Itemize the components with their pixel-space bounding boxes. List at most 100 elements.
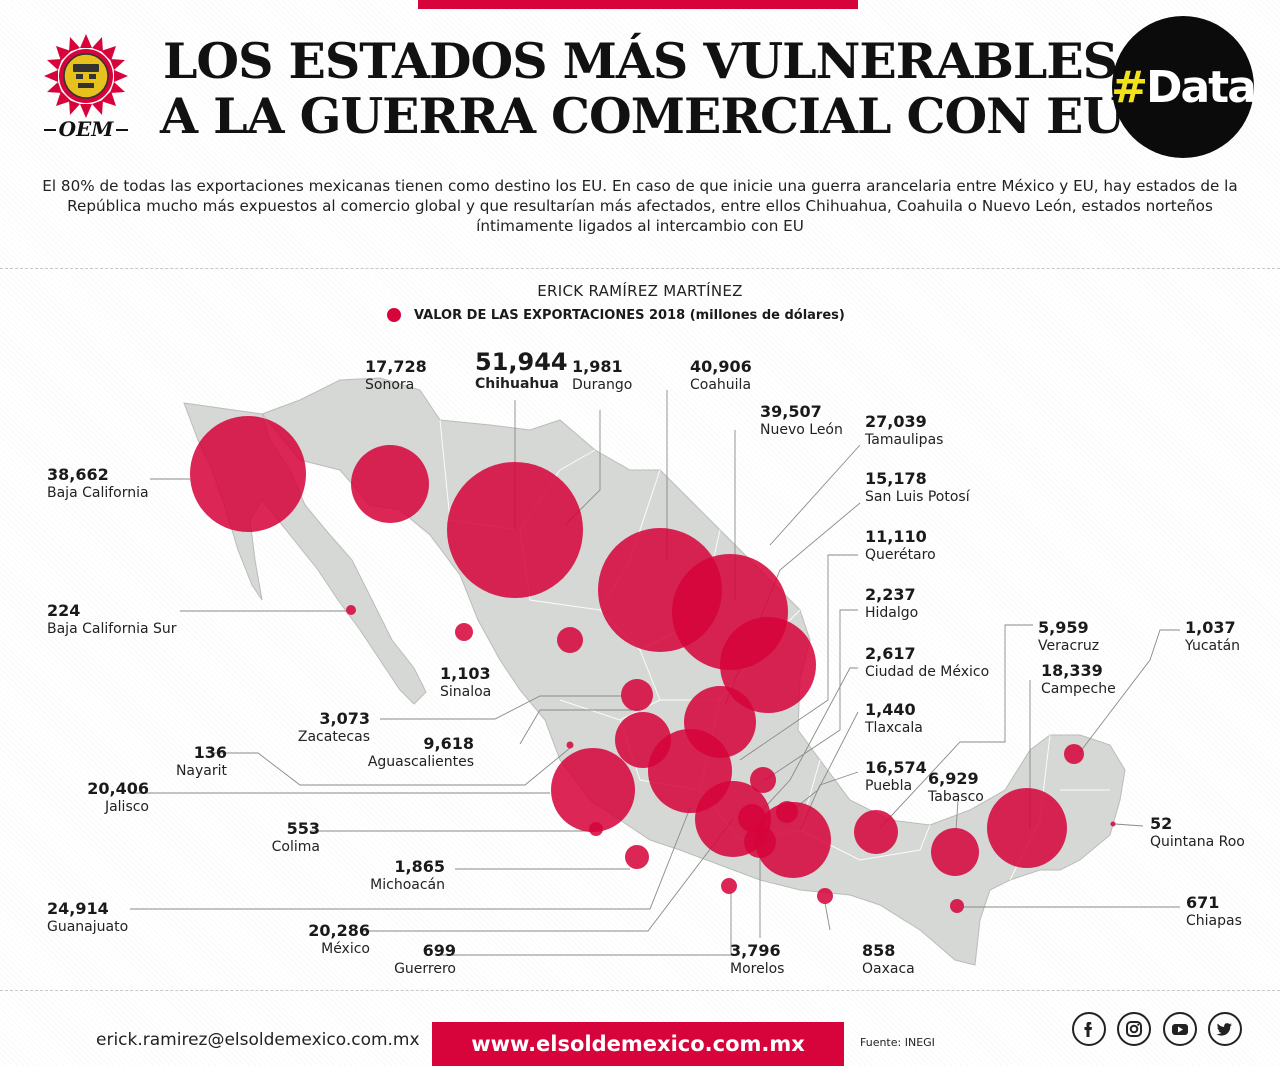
label-ciudad-de-mexico: 2,617 Ciudad de México — [865, 644, 989, 681]
export-bubbles — [190, 416, 1116, 913]
label-state-name: Veracruz — [1038, 638, 1100, 654]
leader-aguascalientes — [519, 709, 640, 745]
author-byline: ERICK RAMÍREZ MARTÍNEZ — [537, 282, 743, 300]
label-value: 6,929 — [928, 769, 979, 788]
leader-yucatan — [1079, 629, 1180, 753]
label-value: 1,103 — [440, 664, 491, 683]
label-state-name: Guanajuato — [47, 919, 129, 935]
label-state-name: Zacatecas — [297, 729, 370, 745]
badge-hash: # — [1111, 61, 1148, 113]
legend-text: VALOR DE LAS EXPORTACIONES 2018 (millone… — [414, 307, 845, 323]
leader-oaxaca — [824, 902, 831, 931]
label-oaxaca: 858 Oaxaca — [862, 941, 915, 978]
bubble-chiapas — [950, 899, 964, 913]
badge-word: Data — [1145, 61, 1257, 113]
bubble-guanajuato — [648, 729, 732, 813]
legend-dot — [387, 308, 401, 322]
intro-paragraph: El 80% de todas las exportaciones mexica… — [42, 177, 1238, 235]
label-guanajuato: 24,914 Guanajuato — [47, 899, 128, 936]
leader-ciudad-de-mexico — [754, 667, 858, 819]
label-state-name: Tamaulipas — [865, 432, 944, 448]
oem-logo: OEM — [40, 32, 132, 142]
bubble-tamaulipas — [720, 617, 816, 713]
logo-text: OEM — [59, 117, 115, 141]
label-value: 3,073 — [319, 709, 370, 728]
leader-nayarit — [210, 747, 571, 786]
leader-zacatecas — [380, 695, 622, 720]
label-puebla: 16,574 Puebla — [865, 758, 927, 795]
label-veracruz: 5,959 Veracruz — [1038, 618, 1099, 655]
label-state-name: Morelos — [730, 961, 785, 977]
label-hidalgo: 2,237 Hidalgo — [865, 585, 918, 622]
bubble-veracruz — [854, 810, 898, 854]
title-line-1: LOS ESTADOS MÁS VULNERABLES — [162, 32, 1118, 90]
author-email[interactable]: erick.ramirez@elsoldemexico.com.mx — [96, 1030, 420, 1050]
bubble-guerrero — [721, 878, 737, 894]
legend: VALOR DE LAS EXPORTACIONES 2018 (millone… — [387, 305, 845, 325]
bubble-yucatan — [1064, 744, 1084, 764]
label-tlaxcala: 1,440 Tlaxcala — [865, 700, 923, 737]
label-value: 1,037 — [1185, 618, 1236, 637]
bubble-sonora — [351, 445, 429, 523]
label-value: 11,110 — [865, 527, 927, 546]
bubble-tabasco — [931, 828, 979, 876]
label-state-name: Hidalgo — [865, 605, 919, 621]
twitter-icon[interactable] — [1208, 1012, 1242, 1046]
label-jalisco: 20,406 Jalisco — [19, 779, 149, 816]
label-value: 39,507 — [760, 402, 822, 421]
bubble-nayarit — [566, 741, 574, 749]
youtube-icon[interactable] — [1163, 1012, 1197, 1046]
label-state-name: Tabasco — [928, 789, 984, 805]
label-state-name: Durango — [572, 377, 633, 393]
bubble-durango — [557, 627, 583, 653]
data-badge: #Data — [1111, 16, 1257, 158]
leader-hidalgo — [764, 609, 858, 781]
label-state-name: Sinaloa — [440, 684, 492, 700]
label-value: 16,574 — [865, 758, 927, 777]
instagram-icon[interactable] — [1117, 1012, 1151, 1046]
label-state-name: Yucatán — [1185, 638, 1241, 654]
label-value: 671 — [1186, 893, 1220, 912]
label-state-name: Campeche — [1041, 681, 1116, 697]
divider-top — [0, 268, 1280, 269]
label-state-name: Coahuila — [690, 377, 752, 393]
label-tamaulipas: 27,039 Tamaulipas — [865, 412, 943, 449]
label-sinaloa: 1,103 Sinaloa — [440, 664, 491, 701]
label-value: 3,796 — [730, 941, 781, 960]
label-value: 20,406 — [87, 779, 149, 798]
bubble-hidalgo — [750, 767, 776, 793]
label-value: 1,981 — [572, 357, 623, 376]
label-sonora: 17,728 Sonora — [365, 357, 427, 394]
bubble-quintana-roo — [1110, 821, 1116, 827]
website-link[interactable]: www.elsoldemexico.com.mx — [432, 1022, 844, 1066]
bubble-puebla — [755, 802, 831, 878]
label-aguascalientes: 9,618 Aguascalientes — [344, 734, 474, 771]
label-value: 2,237 — [865, 585, 916, 604]
label-san-luis-potosi: 15,178 San Luis Potosí — [865, 469, 970, 506]
label-state-name: Nayarit — [175, 763, 227, 779]
bubble-jalisco — [551, 748, 635, 832]
label-value: 1,440 — [865, 700, 916, 719]
label-state-name: Chiapas — [1186, 913, 1242, 929]
page-title: LOS ESTADOS MÁS VULNERABLES A LA GUERRA … — [160, 32, 1125, 144]
label-value: 52 — [1150, 814, 1173, 833]
label-value: 1,865 — [394, 857, 445, 876]
label-value: 699 — [422, 941, 456, 960]
label-state-name: Michoacán — [370, 877, 445, 893]
bubble-baja-california-sur — [346, 605, 356, 615]
label-state-name: México — [321, 941, 370, 957]
bubble-campeche — [987, 788, 1067, 868]
label-nuevo-leon: 39,507 Nuevo León — [760, 402, 843, 439]
label-value: 15,178 — [865, 469, 927, 488]
label-state-name: Chihuahua — [475, 376, 559, 392]
top-accent-bar — [418, 0, 858, 9]
leader-guerrero — [440, 893, 732, 956]
label-durango: 1,981 Durango — [572, 357, 632, 394]
label-value: 224 — [47, 601, 81, 620]
label-state-name: Quintana Roo — [1150, 834, 1245, 850]
facebook-icon[interactable] — [1072, 1012, 1106, 1046]
leader-tabasco — [955, 799, 959, 831]
label-value: 20,286 — [308, 921, 370, 940]
bubble-oaxaca — [817, 888, 833, 904]
label-colima: 553 Colima — [190, 819, 320, 856]
